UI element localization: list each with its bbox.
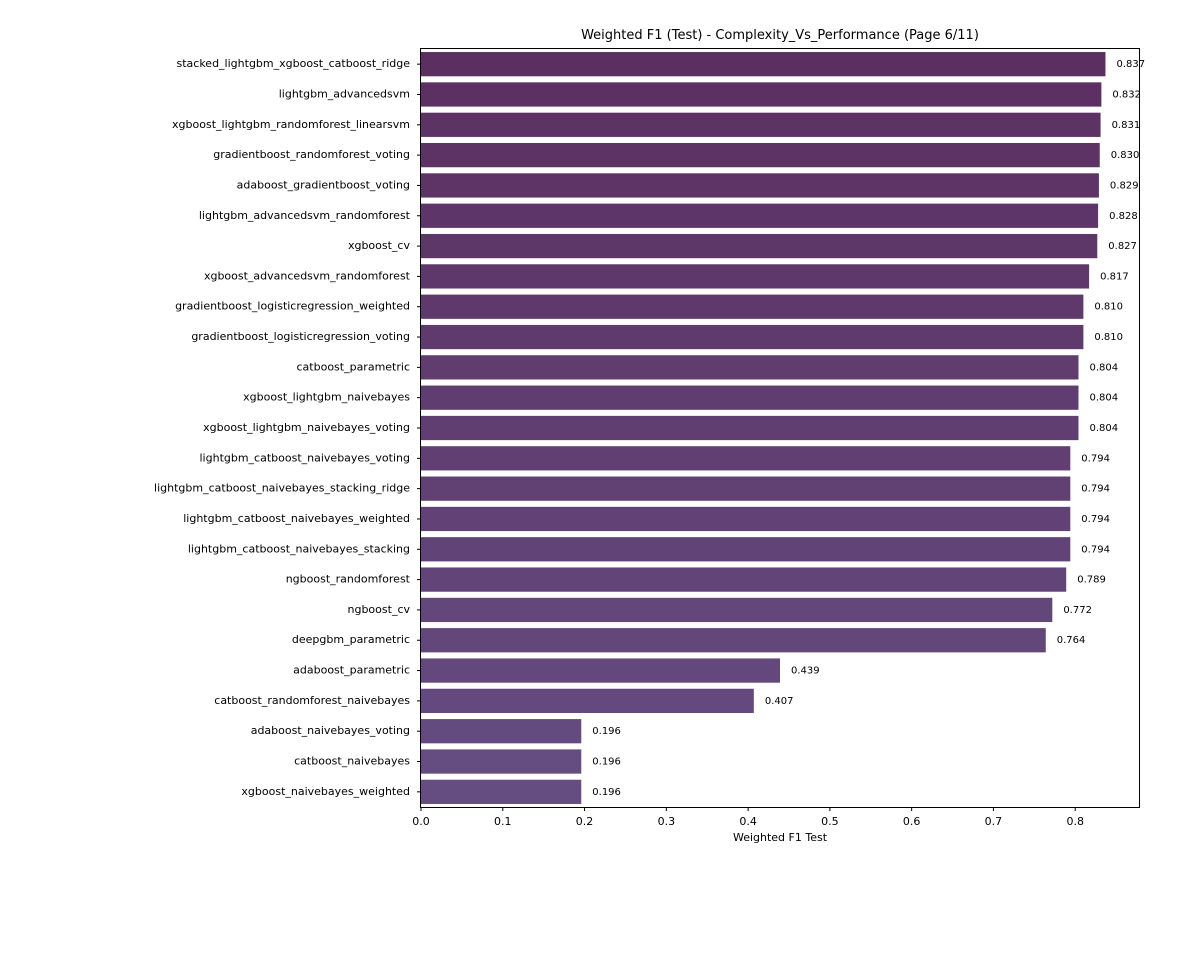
bar-value-label: 0.794 (1081, 484, 1110, 495)
y-tick-label: xgboost_cv (348, 239, 411, 252)
bar-lightgbm_catboost_naivebayes_voting (421, 446, 1071, 471)
x-tick-label: 0.2 (576, 815, 594, 828)
plot-frame (420, 48, 1140, 808)
y-tick-labels: stacked_lightgbm_xgboost_catboost_ridgel… (154, 57, 421, 798)
bar-value-label: 0.804 (1089, 393, 1118, 404)
bar-value-label: 0.196 (592, 787, 621, 798)
bar-ngboost_randomforest (421, 567, 1067, 592)
bar-lightgbm_catboost_naivebayes_stacking (421, 537, 1071, 562)
y-tick-label: deepgbm_parametric (292, 633, 410, 646)
y-tick-label: lightgbm_catboost_naivebayes_weighted (183, 512, 410, 525)
y-tick-label: xgboost_lightgbm_naivebayes (243, 391, 410, 404)
bar-value-label: 0.817 (1100, 271, 1129, 282)
bars-layer: 0.837 0.832 0.831 0.830 0.829 0.828 0.827 0.817… (421, 52, 1145, 804)
bar-xgboost_naivebayes_weighted (421, 779, 582, 804)
bar-value-label: 0.794 (1081, 514, 1110, 525)
bar-catboost_parametric (421, 355, 1079, 380)
y-tick-label: stacked_lightgbm_xgboost_catboost_ridge (177, 57, 411, 70)
bar-value-label: 0.794 (1081, 544, 1110, 555)
y-tick-label: catboost_naivebayes (294, 755, 410, 768)
bar-value-label: 0.789 (1077, 575, 1106, 586)
y-tick-label: xgboost_lightgbm_naivebayes_voting (203, 421, 410, 434)
bar-value-label: 0.196 (592, 726, 621, 737)
bar-value-label: 0.764 (1057, 635, 1086, 646)
x-tick-label: 0.3 (658, 815, 676, 828)
bar-value-label: 0.794 (1081, 453, 1110, 464)
bar-catboost_randomforest_naivebayes (421, 688, 754, 714)
x-axis-ticks: 0.0 0.1 0.2 0.3 0.4 0.5 0.6 0.7 0.8 (412, 807, 1084, 828)
y-tick-label: ngboost_randomforest (286, 573, 411, 586)
y-tick-label: xgboost_advancedsvm_randomforest (204, 269, 411, 282)
bar-gradientboost_randomforest_voting (421, 142, 1100, 168)
y-tick-label: xgboost_naivebayes_weighted (241, 785, 410, 798)
bar-value-label: 0.828 (1109, 211, 1138, 222)
bar-value-label: 0.804 (1089, 423, 1118, 434)
bar-xgboost_lightgbm_randomforest_linearsvm (421, 112, 1101, 137)
bar-value-label: 0.830 (1111, 150, 1140, 161)
y-tick-label: xgboost_lightgbm_randomforest_linearsvm (172, 118, 410, 131)
bar-value-label: 0.832 (1112, 89, 1141, 100)
y-tick-label: catboost_parametric (297, 360, 411, 373)
y-tick-label: gradientboost_logisticregression_weighte… (175, 300, 410, 313)
y-tick-label: catboost_randomforest_naivebayes (214, 694, 410, 707)
y-tick-label: lightgbm_catboost_naivebayes_voting (200, 451, 411, 464)
x-tick-label: 0.5 (821, 815, 839, 828)
bar-value-label: 0.810 (1094, 332, 1123, 343)
bar-ngboost_cv (421, 597, 1053, 623)
x-tick-label: 0.6 (903, 815, 921, 828)
x-tick-label: 0.8 (1066, 815, 1084, 828)
chart-title: Weighted F1 (Test) - Complexity_Vs_Perfo… (581, 28, 979, 43)
bar-value-label: 0.827 (1108, 241, 1137, 252)
y-tick-label: adaboost_parametric (293, 664, 410, 677)
bar-value-label: 0.837 (1116, 59, 1145, 70)
y-tick-label: adaboost_naivebayes_voting (251, 724, 410, 737)
bar-xgboost_lightgbm_naivebayes (421, 385, 1079, 410)
bar-lightgbm_catboost_naivebayes_stacking_ridge (421, 476, 1071, 501)
bar-gradientboost_logisticregression_voting (421, 324, 1084, 350)
y-tick-label: lightgbm_advancedsvm_randomforest (199, 209, 411, 222)
bar-xgboost_lightgbm_naivebayes_voting (421, 415, 1079, 441)
bar-lightgbm_advancedsvm (421, 82, 1102, 107)
bar-xgboost_advancedsvm_randomforest (421, 264, 1090, 289)
bar-value-label: 0.196 (592, 757, 621, 768)
y-tick-label: lightgbm_catboost_naivebayes_stacking (188, 542, 410, 555)
bar-deepgbm_parametric (421, 628, 1046, 653)
bar-value-label: 0.829 (1110, 180, 1139, 191)
y-tick-label: adaboost_gradientboost_voting (237, 178, 410, 191)
bar-adaboost_parametric (421, 658, 780, 683)
y-tick-label: lightgbm_catboost_naivebayes_stacking_ri… (154, 482, 410, 495)
x-tick-label: 0.4 (739, 815, 757, 828)
bar-lightgbm_advancedsvm_randomforest (421, 203, 1099, 228)
bar-gradientboost_logisticregression_weighted (421, 294, 1084, 319)
x-axis-label: Weighted F1 Test (733, 831, 828, 844)
y-tick-label: gradientboost_randomforest_voting (213, 148, 410, 161)
bar-catboost_naivebayes (421, 749, 582, 774)
bar-value-label: 0.810 (1094, 302, 1123, 313)
bar-value-label: 0.804 (1089, 362, 1118, 373)
y-tick-label: ngboost_cv (348, 603, 411, 616)
bar-stacked_lightgbm_xgboost_catboost_ridge (421, 52, 1106, 77)
bar-xgboost_cv (421, 233, 1098, 259)
x-tick-label: 0.7 (985, 815, 1003, 828)
bar-lightgbm_catboost_naivebayes_weighted (421, 506, 1071, 532)
x-tick-label: 0.0 (412, 815, 430, 828)
bar-value-label: 0.439 (791, 666, 820, 677)
y-tick-label: gradientboost_logisticregression_voting (191, 330, 410, 343)
bar-value-label: 0.772 (1063, 605, 1092, 616)
bar-value-label: 0.407 (765, 696, 794, 707)
bar-adaboost_naivebayes_voting (421, 719, 582, 744)
bar-adaboost_gradientboost_voting (421, 173, 1099, 198)
y-tick-label: lightgbm_advancedsvm (279, 87, 410, 100)
x-tick-label: 0.1 (494, 815, 512, 828)
bar-value-label: 0.831 (1112, 120, 1141, 131)
